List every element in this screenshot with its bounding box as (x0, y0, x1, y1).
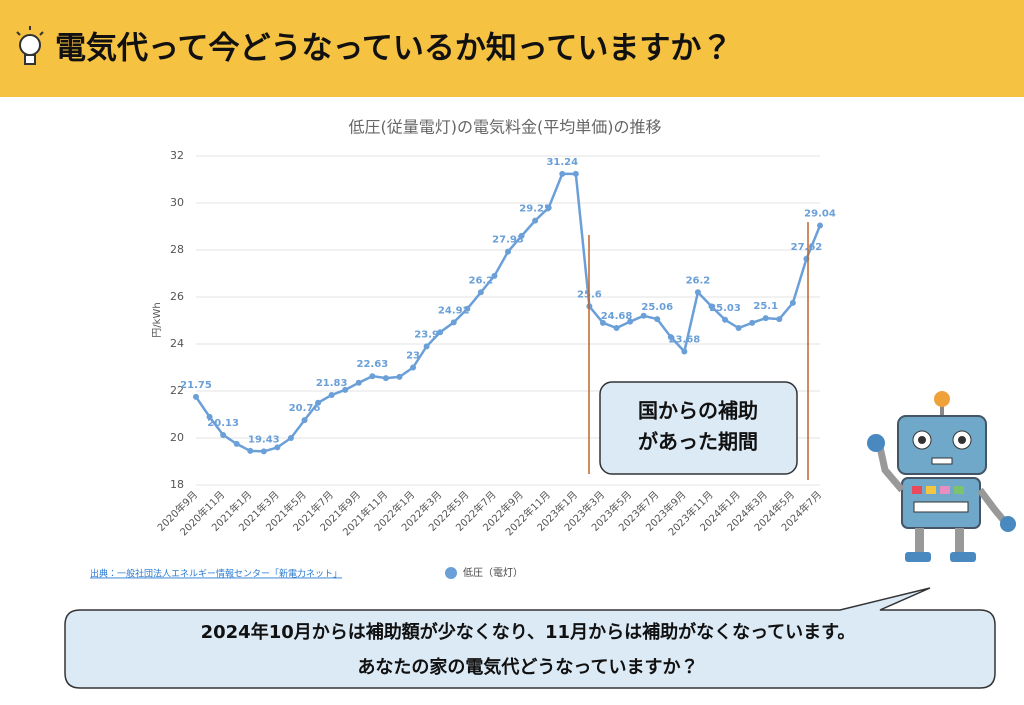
data-point (789, 299, 796, 306)
data-label: 25.03 (709, 303, 741, 314)
data-point (423, 343, 430, 350)
data-label: 23 (406, 351, 420, 362)
data-label: 21.75 (180, 380, 212, 391)
data-point (410, 364, 417, 371)
y-tick-label: 30 (170, 196, 184, 209)
data-label: 27.62 (791, 242, 823, 253)
data-point (355, 379, 362, 386)
data-point (450, 319, 457, 326)
y-tick-label: 22 (170, 384, 184, 397)
bulb-icon (16, 26, 44, 65)
data-label: 26.2 (686, 275, 711, 286)
data-point (654, 316, 661, 323)
data-point (722, 316, 729, 323)
speech-bubble (64, 587, 996, 689)
data-point (667, 333, 674, 340)
message-text: 2024年10月からは補助額が少なくなり、11月からは補助がなくなっています。 (201, 621, 856, 643)
y-tick-label: 20 (170, 431, 184, 444)
data-point (776, 316, 783, 323)
data-point (260, 448, 267, 455)
data-point (627, 318, 634, 325)
header-band (0, 0, 1024, 97)
data-label: 25.06 (641, 302, 673, 313)
y-tick-label: 28 (170, 243, 184, 256)
message-text: あなたの家の電気代どうなっていますか？ (357, 656, 698, 678)
data-label: 27.93 (492, 235, 524, 246)
data-label: 24.92 (438, 305, 470, 316)
data-label: 31.24 (546, 157, 578, 168)
data-point (464, 305, 471, 312)
data-label: 23.9 (414, 329, 439, 340)
data-point (301, 417, 308, 424)
data-label: 29.25 (519, 204, 551, 215)
data-label: 24.68 (601, 311, 633, 322)
data-point (315, 399, 322, 406)
data-label: 22.63 (357, 359, 389, 370)
chart-title: 低圧(従量電灯)の電気料金(平均単価)の推移 (349, 118, 662, 137)
data-point (735, 325, 742, 332)
data-point (382, 375, 389, 382)
legend-label: 低圧（電灯） (463, 567, 523, 579)
data-point (708, 303, 715, 310)
data-point (396, 373, 403, 380)
data-point (532, 217, 539, 224)
data-label: 20.13 (207, 418, 239, 429)
data-label: 20.76 (289, 403, 321, 414)
data-point (559, 170, 566, 177)
data-point (437, 329, 444, 336)
data-point (233, 440, 240, 447)
data-point (572, 170, 579, 177)
y-tick-label: 24 (170, 337, 184, 350)
data-point (640, 312, 647, 319)
data-label: 29.04 (804, 209, 836, 220)
callout-text: 国からの補助 (638, 399, 758, 423)
data-point (545, 204, 552, 211)
plot-area: 18202224262830322020年9月2020年11月2021年1月20… (154, 149, 835, 538)
robot-illustration (867, 391, 1016, 562)
data-point (342, 386, 349, 393)
legend-swatch (445, 567, 457, 579)
data-point (220, 431, 227, 438)
data-label: 19.43 (248, 434, 280, 445)
data-label: 26.2 (469, 275, 494, 286)
data-point (505, 248, 511, 255)
data-point (206, 413, 213, 420)
data-point (599, 319, 606, 326)
data-point (491, 272, 498, 279)
data-point (762, 315, 769, 322)
callout-box (599, 381, 798, 475)
data-point (518, 232, 525, 239)
data-point (613, 325, 620, 332)
data-point (328, 391, 335, 398)
data-label: 21.83 (316, 378, 348, 389)
data-point (477, 289, 484, 296)
data-label: 23.68 (669, 335, 701, 346)
y-tick-label: 18 (170, 478, 184, 491)
source-link[interactable]: 出典：一般社団法人エネルギー情報センター「新電力ネット」 (90, 568, 342, 580)
data-point (817, 222, 823, 229)
data-point (694, 289, 701, 296)
data-point (369, 373, 376, 380)
data-point (749, 319, 756, 326)
y-tick-label: 26 (170, 290, 184, 303)
page-title: 電気代って今どうなっているか知っていますか？ (55, 31, 732, 67)
data-point (287, 435, 294, 441)
data-point (193, 393, 199, 400)
y-tick-label: 32 (170, 149, 184, 162)
data-point (681, 348, 688, 355)
callout-text: があった期間 (638, 430, 758, 454)
data-label: 25.1 (753, 301, 778, 312)
data-point (274, 444, 281, 451)
y-axis-label: 円/kWh (152, 302, 163, 337)
data-point (247, 447, 254, 454)
